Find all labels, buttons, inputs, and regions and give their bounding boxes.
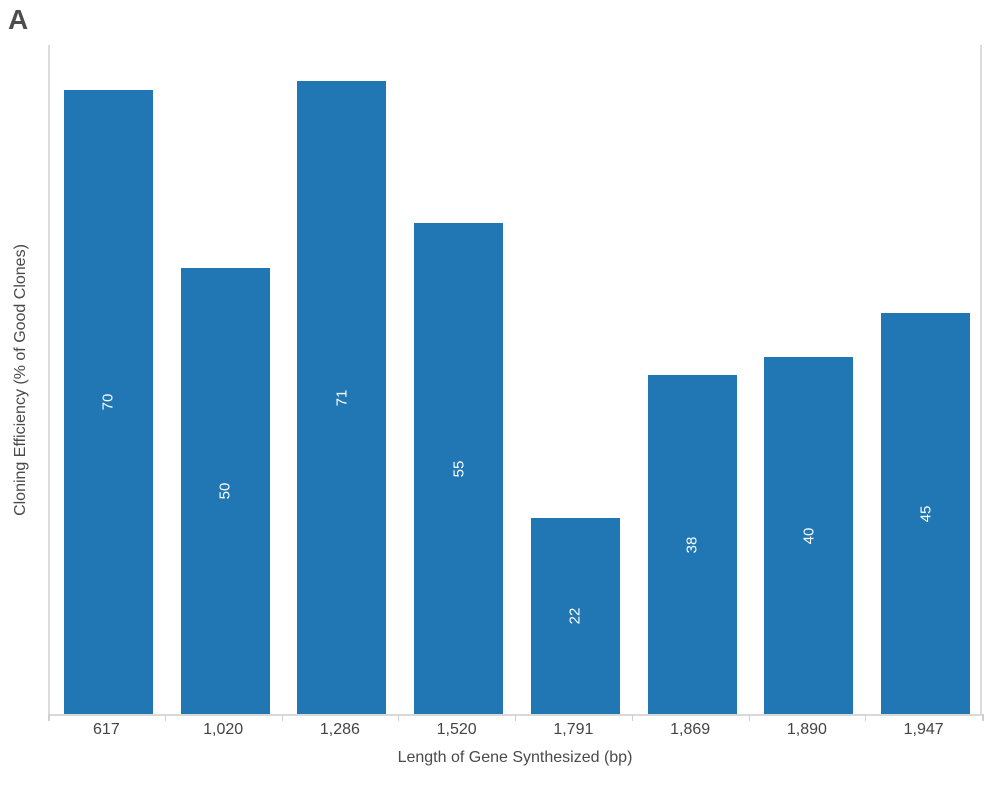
bar-1520: 55 xyxy=(414,223,504,714)
x-tick-label: 1,020 xyxy=(203,721,244,738)
x-axis-tick-mark xyxy=(281,714,283,721)
x-axis-tick-mark xyxy=(164,714,166,721)
x-axis-tick-mark xyxy=(515,714,516,721)
bar-1020: 50 xyxy=(180,268,270,714)
x-tick-label: 1,791 xyxy=(553,721,594,738)
bar-value-label: 45 xyxy=(917,505,935,522)
x-axis-tick-mark xyxy=(982,714,984,721)
bar-value-label: 71 xyxy=(333,389,351,406)
bar-1890: 40 xyxy=(764,357,854,714)
panel-label: A xyxy=(8,4,29,35)
x-axis-tick-mark xyxy=(631,714,633,721)
x-axis-title: Length of Gene Synthesized (bp) xyxy=(397,749,633,766)
bar-value-label: 22 xyxy=(566,607,584,625)
x-axis-line xyxy=(48,714,984,716)
plot-area: 70 50 71 55 22 38 40 45 xyxy=(48,45,982,714)
x-tick-label: 1,890 xyxy=(786,721,827,738)
y-axis-title: Cloning Efficiency (% of Good Clones) xyxy=(12,244,29,516)
x-tick-label: 1,869 xyxy=(670,721,711,738)
x-tick-label: 1,947 xyxy=(903,721,944,738)
x-tick-label: 617 xyxy=(93,721,120,738)
x-axis-tick-mark xyxy=(865,714,867,721)
bar-value-label: 55 xyxy=(450,460,468,477)
bar-1869: 38 xyxy=(647,375,737,714)
bar-value-label: 40 xyxy=(800,527,818,544)
bar-value-label: 50 xyxy=(216,482,234,500)
x-tick-label: 1,520 xyxy=(436,721,477,738)
x-axis-tick-mark xyxy=(398,714,400,721)
bar-1791: 22 xyxy=(530,518,620,714)
bar-1286: 71 xyxy=(297,81,387,714)
x-axis-tick-labels: 617 1,020 1,286 1,520 1,791 1,869 1,890 1,947 xyxy=(48,721,982,741)
bar-value-label: 70 xyxy=(99,393,117,411)
x-axis-tick-mark xyxy=(48,714,50,721)
bar-value-label: 38 xyxy=(683,536,701,553)
x-tick-label: 1,286 xyxy=(319,721,360,738)
bar-1947: 45 xyxy=(881,313,971,714)
x-axis-tick-mark xyxy=(748,714,750,721)
bar-617: 70 xyxy=(63,90,153,714)
